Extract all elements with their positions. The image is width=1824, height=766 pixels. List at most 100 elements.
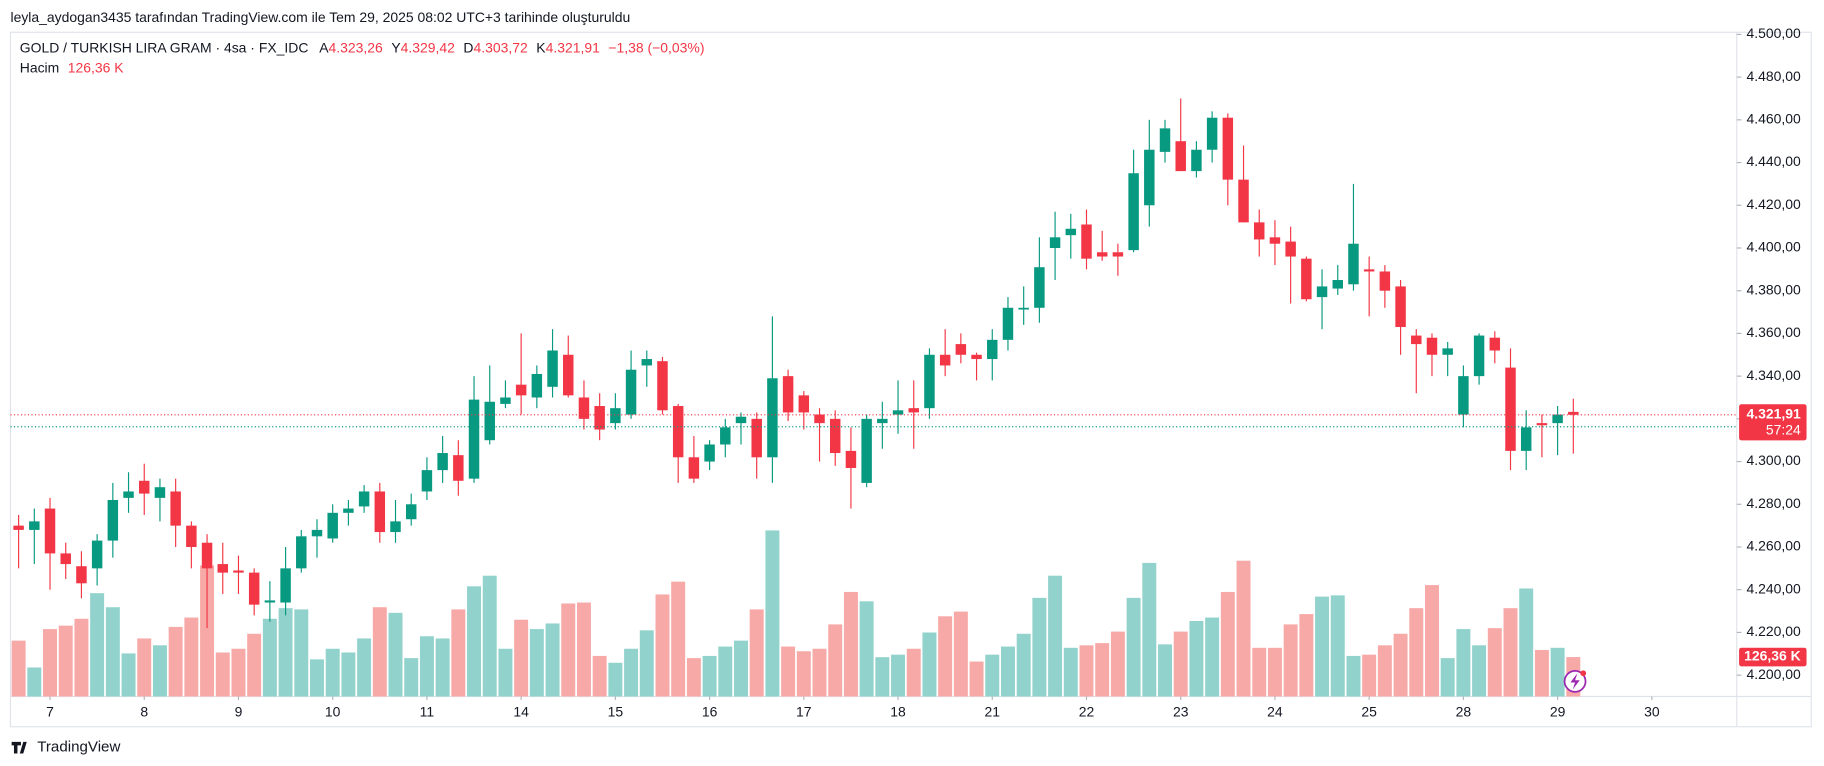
y-tick-label: 4.340,00 — [1746, 367, 1801, 383]
candle-body — [13, 525, 24, 530]
candle-body — [1316, 286, 1328, 298]
legend-value: 4.321,91 — [546, 39, 601, 55]
candle-body — [343, 508, 354, 513]
volume-bar — [435, 638, 450, 697]
candle-body — [217, 564, 228, 573]
candle-body — [1301, 258, 1312, 300]
price-tag — [1739, 404, 1807, 441]
candle-body — [877, 418, 888, 424]
candle-body — [29, 521, 40, 530]
volume-value: 126,36 K — [68, 59, 125, 75]
candle-body — [421, 470, 433, 492]
price-tag-value: 4.321,91 — [1746, 405, 1801, 421]
candle-body — [280, 568, 291, 603]
candle-body — [1191, 149, 1202, 172]
candle-body — [861, 418, 872, 483]
x-tick-label: 7 — [46, 703, 54, 719]
x-tick-label: 18 — [890, 703, 906, 719]
volume-bar — [686, 658, 701, 697]
candle-body — [154, 487, 166, 498]
x-tick-label: 23 — [1173, 703, 1189, 719]
candle-body — [735, 416, 747, 424]
x-tick-label: 10 — [325, 703, 341, 719]
volume-bar — [1393, 633, 1408, 697]
candle-body — [453, 455, 464, 481]
candle-body — [201, 542, 213, 569]
x-tick-label: 28 — [1456, 703, 1472, 719]
y-tick-label: 4.360,00 — [1746, 324, 1801, 340]
candle-body — [107, 500, 119, 541]
candle-body — [170, 491, 181, 526]
candle-body — [515, 384, 527, 396]
volume-bar — [608, 662, 623, 697]
price-tag-countdown: 57:24 — [1766, 422, 1801, 438]
candle-body — [955, 344, 967, 355]
candle-body — [1128, 173, 1139, 251]
page-header: leyla_aydogan3435 tarafından TradingView… — [10, 9, 630, 25]
y-tick-label: 4.380,00 — [1746, 281, 1801, 297]
y-tick-label: 4.460,00 — [1746, 111, 1801, 127]
y-tick-label: 4.480,00 — [1746, 68, 1801, 84]
candle-body — [751, 418, 762, 458]
volume-bar — [859, 601, 874, 697]
candle-body — [939, 354, 951, 366]
volume-bar — [734, 640, 748, 697]
candle-body — [390, 521, 401, 533]
volume-bar — [247, 633, 262, 697]
volume-bar — [262, 618, 277, 697]
candle-body — [845, 450, 857, 468]
candle-body — [405, 504, 417, 520]
volume-bar — [1016, 633, 1031, 697]
footer: TradingView — [37, 739, 120, 756]
candle-body — [657, 361, 668, 411]
volume-bar — [655, 594, 670, 697]
candle-body — [311, 529, 323, 537]
x-tick-label: 21 — [985, 703, 1001, 719]
candle-body — [1489, 337, 1501, 351]
volume-bar — [671, 581, 686, 697]
candle-body — [908, 408, 919, 413]
change: −1,38 (−0,03%) — [608, 39, 704, 55]
legend-key: D — [463, 39, 473, 55]
candle-body — [91, 540, 103, 569]
volume-bar — [1503, 608, 1518, 697]
candle-body — [1285, 241, 1296, 257]
volume-bar — [90, 593, 105, 697]
candle-body — [1065, 228, 1077, 236]
candle-body — [468, 399, 480, 479]
volume-bar — [1079, 645, 1094, 697]
candle-body — [1568, 411, 1579, 415]
candle-body — [358, 491, 370, 507]
volume-title: Hacim — [20, 59, 60, 75]
volume-bar — [231, 648, 246, 697]
volume-bar — [215, 652, 230, 697]
candle-body — [892, 410, 904, 415]
volume-bar — [1299, 614, 1314, 697]
candle-body — [814, 414, 825, 424]
volume-bar — [278, 608, 293, 697]
alert-bolt — [1570, 673, 1580, 690]
x-tick-label: 16 — [702, 703, 718, 719]
candle-body — [641, 359, 653, 366]
volume-bar — [1048, 575, 1063, 697]
candle-body — [782, 376, 794, 413]
volume-bar — [137, 638, 152, 697]
candle-body — [1269, 237, 1281, 244]
volume-bar — [121, 653, 136, 697]
volume-bar — [624, 648, 639, 697]
volume-bar — [1456, 629, 1471, 697]
volume-bar — [310, 659, 324, 697]
candle-body — [1254, 222, 1265, 240]
y-tick-label: 4.300,00 — [1746, 452, 1801, 468]
candle-body — [1175, 141, 1186, 172]
candle-body — [1442, 348, 1453, 355]
volume-bar — [1346, 655, 1361, 697]
volume-bar — [27, 667, 42, 697]
volume-bar — [1189, 620, 1204, 697]
candle-body — [547, 350, 558, 387]
volume-bar — [718, 646, 733, 697]
volume-bar — [1425, 585, 1439, 697]
volume-bar — [765, 530, 780, 697]
legend-key: A — [319, 39, 329, 55]
candle-body — [1363, 269, 1375, 272]
